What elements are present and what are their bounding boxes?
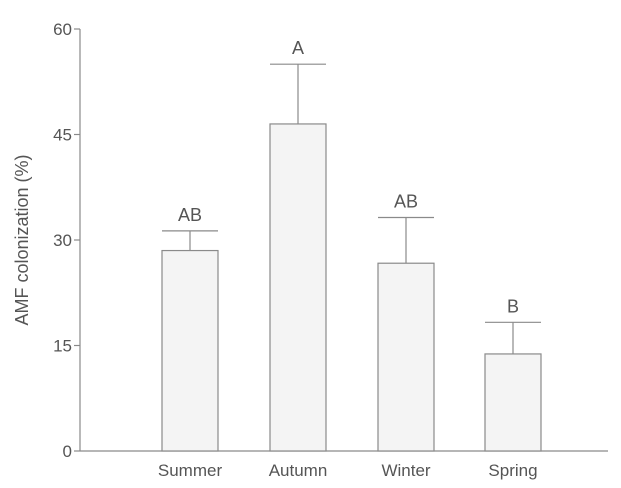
labels: 0 15 30 45 60 AB Summer A Autumn AB Winter B Spring — [53, 20, 537, 480]
bar — [269, 123, 327, 452]
x-category-label: Autumn — [269, 461, 328, 480]
error-bars — [162, 63, 541, 354]
bar — [484, 353, 542, 452]
x-category-label: Winter — [381, 461, 430, 480]
y-tick-label: 45 — [53, 126, 72, 145]
significance-label: AB — [394, 191, 418, 211]
significance-label: A — [292, 38, 304, 58]
y-tick-label: 30 — [53, 231, 72, 250]
y-tick-label: 0 — [63, 442, 72, 461]
y-tick-label: 15 — [53, 337, 72, 356]
significance-label: AB — [178, 205, 202, 225]
x-category-label: Spring — [488, 461, 537, 480]
y-tick-label: 60 — [53, 20, 72, 39]
bars — [161, 123, 542, 452]
bar — [161, 249, 219, 452]
bar — [377, 262, 435, 452]
x-category-label: Summer — [158, 461, 223, 480]
y-axis-title: AMF colonization (%) — [12, 154, 32, 325]
significance-label: B — [507, 296, 519, 316]
